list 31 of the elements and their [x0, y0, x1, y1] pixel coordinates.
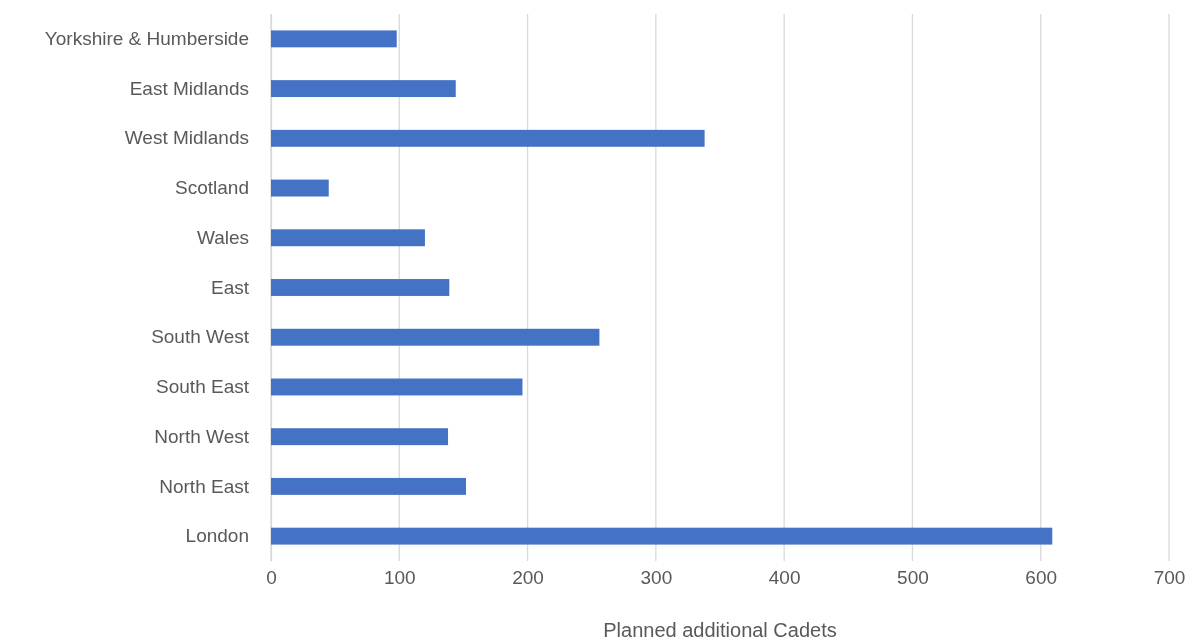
bar — [271, 179, 329, 197]
x-tick-label: 100 — [383, 567, 416, 589]
x-tick-label: 200 — [512, 567, 544, 589]
x-tick-label: 400 — [768, 567, 801, 589]
bar — [271, 129, 705, 147]
bar — [271, 428, 449, 446]
bar — [271, 328, 600, 346]
x-tick-label: 300 — [640, 567, 673, 589]
x-axis-title: Planned additional Cadets — [603, 619, 837, 641]
y-tick-label: South West — [151, 326, 250, 348]
y-tick-label: East — [210, 276, 250, 298]
y-tick-label: East Midlands — [129, 77, 249, 99]
x-tick-label: 0 — [266, 567, 277, 589]
x-tick-label: 600 — [1025, 567, 1058, 589]
y-tick-label: West Midlands — [124, 127, 249, 149]
y-tick-label: North West — [154, 425, 250, 447]
y-tick-label: South East — [156, 376, 250, 398]
x-tick-label: 500 — [897, 567, 929, 589]
x-tick-label: 700 — [1153, 567, 1186, 589]
bar — [271, 229, 425, 247]
y-tick-label: Yorkshire & Humberside — [44, 27, 249, 49]
y-tick-label: London — [185, 525, 249, 547]
bar — [271, 477, 466, 495]
bar — [271, 279, 450, 296]
y-tick-label: Scotland — [175, 177, 249, 199]
bar — [271, 378, 523, 396]
bar — [271, 80, 456, 98]
bar — [271, 527, 1053, 545]
y-tick-label: North East — [159, 475, 250, 497]
bar — [271, 30, 397, 48]
y-tick-label: Wales — [196, 226, 249, 248]
